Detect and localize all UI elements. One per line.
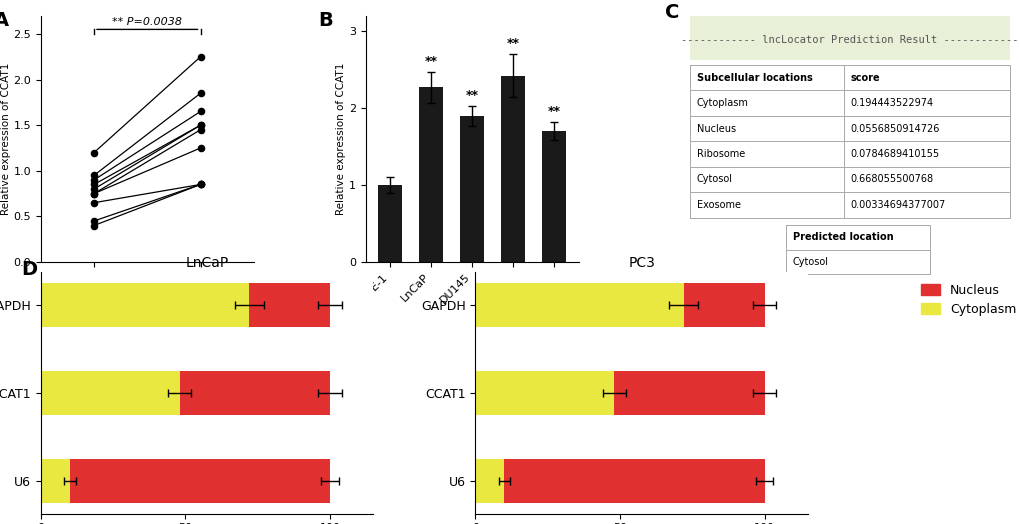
Text: 0.0784689410155: 0.0784689410155 — [849, 149, 938, 159]
Bar — [541, 131, 566, 262]
Bar — [475, 371, 613, 415]
Bar — [683, 283, 764, 328]
Point — [193, 107, 209, 116]
Point — [193, 52, 209, 61]
Bar — [41, 458, 69, 503]
Text: score: score — [849, 73, 878, 83]
Point — [193, 121, 209, 129]
Bar — [179, 371, 330, 415]
Text: 0.668055500768: 0.668055500768 — [849, 174, 932, 184]
Text: 0.0556850914726: 0.0556850914726 — [849, 124, 938, 134]
Text: 0.194443522974: 0.194443522974 — [849, 98, 932, 108]
Text: D: D — [21, 260, 38, 279]
Point — [86, 189, 102, 198]
Bar — [503, 458, 764, 503]
Bar — [475, 283, 683, 328]
Bar — [613, 371, 764, 415]
Text: **: ** — [547, 105, 559, 118]
Point — [193, 121, 209, 129]
Text: C: C — [664, 3, 679, 23]
Text: Nucleus: Nucleus — [696, 124, 735, 134]
Text: **: ** — [424, 55, 437, 68]
Text: Cytosol: Cytosol — [696, 174, 732, 184]
Text: 0.00334694377007: 0.00334694377007 — [849, 200, 945, 210]
Text: Cytosol: Cytosol — [792, 257, 827, 267]
Bar — [475, 458, 503, 503]
Text: Cytoplasm: Cytoplasm — [696, 98, 748, 108]
Title: PC3: PC3 — [628, 256, 654, 270]
Point — [193, 180, 209, 189]
Bar — [69, 458, 330, 503]
Text: Subcellular locations: Subcellular locations — [696, 73, 812, 83]
Bar — [419, 88, 443, 262]
Point — [193, 89, 209, 97]
Bar — [500, 76, 525, 262]
Point — [86, 180, 102, 189]
Point — [86, 217, 102, 225]
Text: ** P=0.0038: ** P=0.0038 — [112, 17, 182, 27]
Point — [86, 176, 102, 184]
Point — [86, 171, 102, 180]
Title: LnCaP: LnCaP — [185, 256, 228, 270]
Point — [86, 189, 102, 198]
Bar — [249, 283, 330, 328]
Text: **: ** — [506, 37, 519, 50]
Text: Predicted location: Predicted location — [792, 232, 893, 243]
Point — [86, 185, 102, 193]
Bar — [377, 185, 403, 262]
Point — [193, 144, 209, 152]
Legend: Nucleus, Cytoplasm: Nucleus, Cytoplasm — [915, 279, 1019, 321]
Bar — [460, 116, 484, 262]
Text: Ribosome: Ribosome — [696, 149, 744, 159]
Bar — [41, 371, 179, 415]
Point — [193, 180, 209, 189]
Bar — [41, 283, 249, 328]
Point — [86, 148, 102, 157]
Point — [86, 199, 102, 207]
Text: B: B — [318, 11, 333, 30]
Y-axis label: Relative expression of CCAT1: Relative expression of CCAT1 — [1, 63, 10, 215]
Text: ------------ lncLocator Prediction Result ------------: ------------ lncLocator Prediction Resul… — [681, 35, 1018, 46]
Text: Exosome: Exosome — [696, 200, 740, 210]
Text: A: A — [0, 11, 9, 30]
Y-axis label: Relative expression of CCAT1: Relative expression of CCAT1 — [335, 63, 345, 215]
Text: **: ** — [465, 89, 478, 102]
Point — [86, 221, 102, 230]
Point — [193, 180, 209, 189]
Point — [193, 126, 209, 134]
